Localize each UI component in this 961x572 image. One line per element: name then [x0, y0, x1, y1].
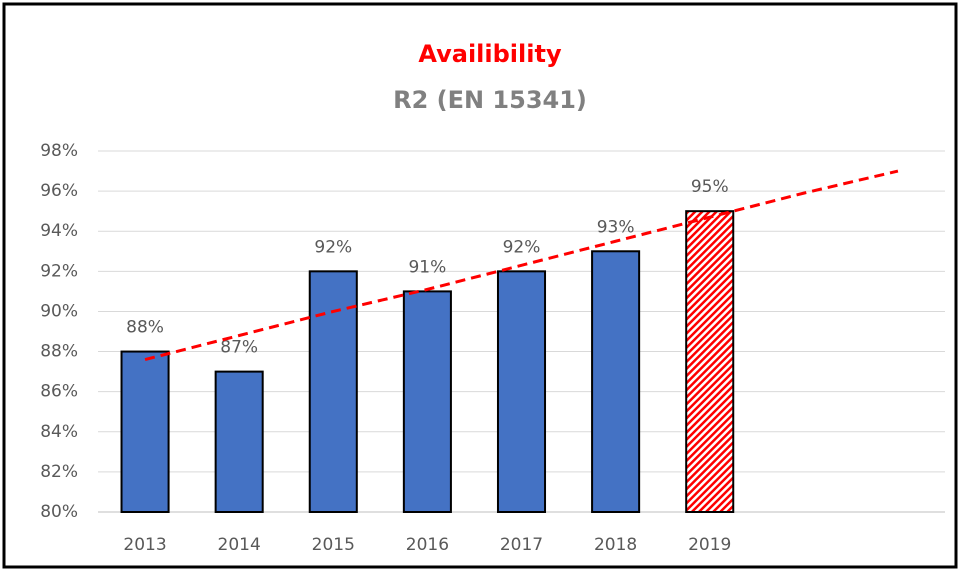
data-label: 88%	[126, 318, 164, 338]
data-label: 91%	[408, 257, 446, 277]
data-label: 93%	[597, 217, 635, 237]
y-tick-label: 86%	[40, 382, 78, 402]
x-tick-label: 2016	[406, 535, 449, 555]
bar	[214, 370, 264, 513]
x-tick-label: 2014	[218, 535, 261, 555]
y-tick-label: 80%	[40, 502, 78, 522]
data-label: 92%	[503, 237, 541, 257]
bar	[591, 250, 641, 513]
x-tick-label: 2018	[594, 535, 637, 555]
x-tick-label: 2019	[688, 535, 731, 555]
y-tick-label: 84%	[40, 422, 78, 442]
bar	[402, 290, 452, 513]
x-tick-label: 2015	[312, 535, 355, 555]
y-tick-label: 90%	[40, 301, 78, 321]
trendline	[144, 169, 899, 362]
y-tick-label: 94%	[40, 221, 78, 241]
data-label: 95%	[691, 177, 729, 197]
y-tick-label: 88%	[40, 342, 78, 362]
chart-subtitle: R2 (EN 15341)	[393, 86, 587, 114]
x-tick-label: 2017	[500, 535, 543, 555]
data-label: 92%	[314, 237, 352, 257]
bar	[685, 210, 735, 514]
bar	[120, 350, 170, 513]
y-tick-label: 92%	[40, 261, 78, 281]
bar	[496, 270, 547, 514]
x-tick-label: 2013	[123, 535, 166, 555]
data-label: 87%	[220, 338, 258, 358]
chart-title: Availibility	[418, 40, 562, 68]
y-tick-label: 96%	[40, 181, 78, 201]
y-tick-label: 98%	[40, 141, 78, 161]
y-tick-label: 82%	[40, 462, 78, 482]
